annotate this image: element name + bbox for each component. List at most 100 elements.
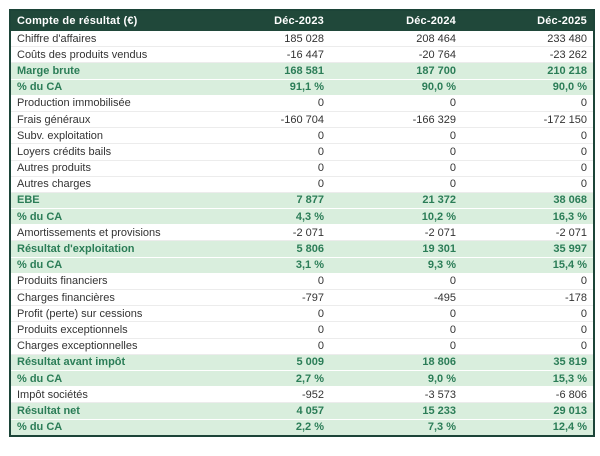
cell-value: -172 150 (462, 111, 594, 129)
table-row: Produits exceptionnels 0 0 0 (10, 321, 594, 339)
cell-value: 4 057 (198, 402, 330, 420)
table-row: Loyers crédits bails 0 0 0 (10, 143, 594, 161)
cell-value: -6 806 (462, 386, 594, 404)
cell-value: -178 (462, 289, 594, 307)
cell-value: 0 (330, 95, 462, 112)
cell-value: 91,1 % (198, 79, 330, 96)
cell-value: 35 997 (462, 240, 594, 258)
table-row: Frais généraux -160 704 -166 329 -172 15… (10, 111, 594, 129)
cell-value: 0 (198, 305, 330, 323)
row-label: Chiffre d'affaires (10, 31, 198, 48)
row-label: Résultat net (10, 402, 198, 420)
cell-value: 0 (330, 321, 462, 339)
row-label: % du CA (10, 208, 198, 226)
income-statement-body: Chiffre d'affaires 185 028 208 464 233 4… (10, 31, 594, 437)
row-label: EBE (10, 192, 198, 210)
row-label: Charges financières (10, 289, 198, 307)
cell-value: 0 (330, 305, 462, 323)
cell-value: -20 764 (330, 46, 462, 64)
table-row: Amortissements et provisions -2 071 -2 0… (10, 224, 594, 242)
row-label: Coûts des produits vendus (10, 46, 198, 64)
table-row: Résultat d'exploitation 5 806 19 301 35 … (10, 240, 594, 258)
cell-value: 5 009 (198, 354, 330, 371)
cell-value: 0 (198, 273, 330, 291)
row-label: Produits exceptionnels (10, 321, 198, 339)
cell-value: -2 071 (462, 224, 594, 242)
table-row: % du CA 2,7 % 9,0 % 15,3 % (10, 370, 594, 388)
cell-value: 7 877 (198, 192, 330, 210)
table-row: Charges financières -797 -495 -178 (10, 289, 594, 307)
cell-value: 16,3 % (462, 208, 594, 226)
table-row: % du CA 3,1 % 9,3 % 15,4 % (10, 257, 594, 274)
cell-value: 0 (462, 143, 594, 161)
cell-value: 0 (198, 176, 330, 193)
cell-value: 7,3 % (330, 419, 462, 437)
cell-value: 21 372 (330, 192, 462, 210)
cell-value: 233 480 (462, 31, 594, 48)
cell-value: 185 028 (198, 31, 330, 48)
cell-value: 4,3 % (198, 208, 330, 226)
column-header-dec-2023: Déc-2023 (198, 10, 330, 31)
cell-value: 0 (330, 176, 462, 193)
cell-value: 0 (462, 127, 594, 145)
table-row: % du CA 91,1 % 90,0 % 90,0 % (10, 79, 594, 96)
table-row: EBE 7 877 21 372 38 068 (10, 192, 594, 210)
cell-value: -2 071 (330, 224, 462, 242)
row-label: Charges exceptionnelles (10, 338, 198, 355)
row-label: % du CA (10, 79, 198, 96)
row-label: Résultat avant impôt (10, 354, 198, 371)
row-label: Produits financiers (10, 273, 198, 291)
row-label: Production immobilisée (10, 95, 198, 112)
cell-value: 0 (330, 160, 462, 177)
cell-value: 0 (198, 127, 330, 145)
cell-value: -160 704 (198, 111, 330, 129)
cell-value: 9,0 % (330, 370, 462, 388)
row-label: % du CA (10, 257, 198, 274)
row-label: Loyers crédits bails (10, 143, 198, 161)
cell-value: 15,3 % (462, 370, 594, 388)
table-row: Résultat avant impôt 5 009 18 806 35 819 (10, 354, 594, 371)
table-row: % du CA 2,2 % 7,3 % 12,4 % (10, 419, 594, 437)
cell-value: -16 447 (198, 46, 330, 64)
cell-value: 2,2 % (198, 419, 330, 437)
column-header-dec-2025: Déc-2025 (462, 10, 594, 31)
cell-value: -952 (198, 386, 330, 404)
cell-value: 12,4 % (462, 419, 594, 437)
table-row: Chiffre d'affaires 185 028 208 464 233 4… (10, 31, 594, 48)
table-row: Produits financiers 0 0 0 (10, 273, 594, 291)
cell-value: -2 071 (198, 224, 330, 242)
cell-value: -3 573 (330, 386, 462, 404)
cell-value: 0 (198, 321, 330, 339)
row-label: Subv. exploitation (10, 127, 198, 145)
table-row: Coûts des produits vendus -16 447 -20 76… (10, 46, 594, 64)
cell-value: 19 301 (330, 240, 462, 258)
row-label: Amortissements et provisions (10, 224, 198, 242)
table-row: Impôt sociétés -952 -3 573 -6 806 (10, 386, 594, 404)
cell-value: 35 819 (462, 354, 594, 371)
row-label: % du CA (10, 370, 198, 388)
table-row: Marge brute 168 581 187 700 210 218 (10, 62, 594, 80)
cell-value: 0 (330, 143, 462, 161)
cell-value: 3,1 % (198, 257, 330, 274)
cell-value: 168 581 (198, 62, 330, 80)
table-row: Profit (perte) sur cessions 0 0 0 (10, 305, 594, 323)
cell-value: 0 (198, 160, 330, 177)
table-row: Autres charges 0 0 0 (10, 176, 594, 193)
cell-value: 5 806 (198, 240, 330, 258)
cell-value: 0 (198, 95, 330, 112)
cell-value: -495 (330, 289, 462, 307)
cell-value: 0 (330, 338, 462, 355)
table-row: Résultat net 4 057 15 233 29 013 (10, 402, 594, 420)
cell-value: 2,7 % (198, 370, 330, 388)
cell-value: 0 (198, 338, 330, 355)
cell-value: -797 (198, 289, 330, 307)
table-header-row: Compte de résultat (€) Déc-2023 Déc-2024… (10, 10, 594, 31)
row-label: Autres charges (10, 176, 198, 193)
table-row: % du CA 4,3 % 10,2 % 16,3 % (10, 208, 594, 226)
cell-value: 0 (462, 321, 594, 339)
cell-value: 0 (462, 338, 594, 355)
row-label: Profit (perte) sur cessions (10, 305, 198, 323)
cell-value: 0 (462, 273, 594, 291)
cell-value: 0 (462, 305, 594, 323)
row-label: Résultat d'exploitation (10, 240, 198, 258)
